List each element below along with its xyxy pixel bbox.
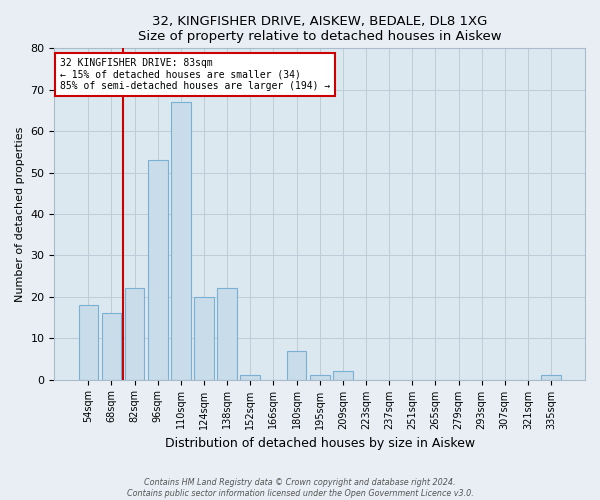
Bar	[101, 314, 121, 380]
Bar	[241, 376, 260, 380]
Bar	[217, 288, 237, 380]
Bar	[194, 297, 214, 380]
Bar	[79, 305, 98, 380]
Y-axis label: Number of detached properties: Number of detached properties	[15, 126, 25, 302]
Text: Contains HM Land Registry data © Crown copyright and database right 2024.
Contai: Contains HM Land Registry data © Crown c…	[127, 478, 473, 498]
X-axis label: Distribution of detached houses by size in Aiskew: Distribution of detached houses by size …	[164, 437, 475, 450]
Title: 32, KINGFISHER DRIVE, AISKEW, BEDALE, DL8 1XG
Size of property relative to detac: 32, KINGFISHER DRIVE, AISKEW, BEDALE, DL…	[138, 15, 502, 43]
Bar	[541, 376, 561, 380]
Bar	[171, 102, 191, 380]
Bar	[310, 376, 329, 380]
Bar	[148, 160, 167, 380]
Text: 32 KINGFISHER DRIVE: 83sqm
← 15% of detached houses are smaller (34)
85% of semi: 32 KINGFISHER DRIVE: 83sqm ← 15% of deta…	[60, 58, 330, 92]
Bar	[333, 372, 353, 380]
Bar	[287, 350, 307, 380]
Bar	[125, 288, 145, 380]
